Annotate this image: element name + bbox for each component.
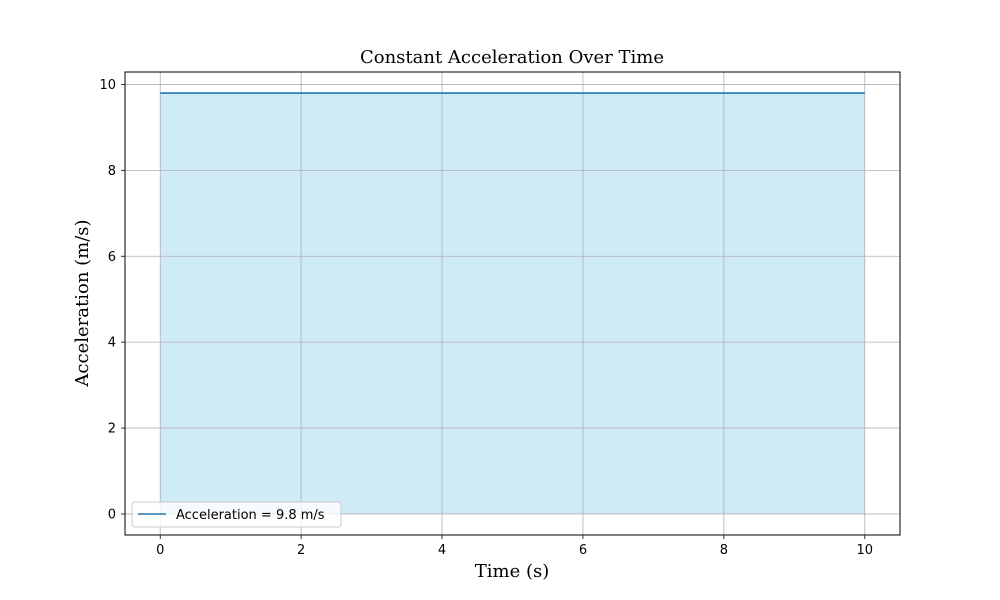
chart-title: Constant Acceleration Over Time [360, 47, 664, 68]
x-axis-label: Time (s) [475, 561, 550, 582]
axes-frame [124, 71, 901, 536]
y-axis-label: Acceleration (m/s) [72, 219, 93, 387]
y-tick-label: 2 [108, 422, 116, 437]
plot-area [160, 93, 865, 514]
y-tick-label: 8 [108, 164, 116, 179]
legend-label: Acceleration = 9.8 m/s [176, 508, 325, 523]
x-tick-label: 6 [579, 543, 587, 558]
x-tick-label: 0 [156, 543, 164, 558]
grid-lines [125, 72, 900, 535]
x-tick-label: 2 [297, 543, 305, 558]
legend-box [131, 501, 342, 528]
y-tick-label: 6 [108, 250, 116, 265]
y-tick-label: 0 [108, 507, 116, 522]
y-tick-label: 4 [108, 336, 116, 351]
axis-ticks: 0 2 4 6 8 10 0 2 4 6 8 10 [99, 78, 873, 558]
y-tick-label: 10 [99, 78, 116, 93]
x-tick-label: 10 [856, 543, 873, 558]
x-tick-label: 8 [720, 543, 728, 558]
acceleration-area-fill [160, 93, 865, 514]
x-tick-label: 4 [438, 543, 446, 558]
legend: Acceleration = 9.8 m/s [131, 501, 342, 528]
